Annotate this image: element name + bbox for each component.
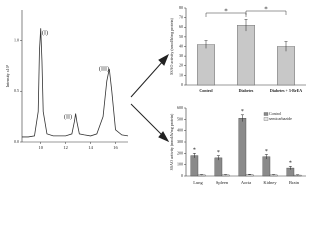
legend-swatch <box>263 112 269 116</box>
y-tick-label: 50 <box>179 34 183 39</box>
x-tick-label: 16 <box>113 145 118 150</box>
significance: * <box>217 150 220 156</box>
legend-label: semicarbazide <box>269 116 292 121</box>
peak-label: (I) <box>42 29 48 36</box>
y-axis-label: SSAO activity (nmol/h/mg protein) <box>169 17 174 74</box>
y-tick-label: 100 <box>177 162 183 167</box>
y-tick-label: 200 <box>177 150 183 155</box>
x-tick-label: Brain <box>289 180 300 185</box>
bar <box>190 155 199 177</box>
y-tick-label: 70 <box>179 15 183 20</box>
bar <box>236 25 255 86</box>
y-tick-label: 80 <box>179 5 183 10</box>
error-bar <box>284 41 288 52</box>
error-bar <box>264 154 268 159</box>
error-bar <box>296 174 300 176</box>
y-tick-label: 30 <box>179 53 183 58</box>
axis <box>21 10 128 143</box>
arrow-head <box>158 53 169 66</box>
line <box>22 28 129 138</box>
arrow-head <box>158 131 170 143</box>
significance: * <box>224 8 228 16</box>
y-axis-label: Intensity x10⁵ <box>5 64 10 87</box>
error-bar <box>224 174 228 176</box>
error-bar <box>244 19 248 32</box>
y-tick-label: 10 <box>179 72 183 77</box>
figure: 0.0 0.5 1.0 Intensity x10⁵ 10 12 14 16 (I) (II) (I… <box>5 5 306 185</box>
bar <box>277 46 296 86</box>
x-tick-label: Diabetes + 3-BrEA <box>270 88 302 93</box>
x-tick-label: Kidney <box>263 180 277 185</box>
x-tick-label: 14 <box>88 145 93 150</box>
legend-swatch <box>263 117 269 121</box>
legend-label: Control <box>269 111 282 116</box>
significance: * <box>193 148 196 154</box>
peak-label: (II) <box>64 113 72 120</box>
y-tick-label: 0 <box>181 82 183 87</box>
x-tick-label: Spleen <box>216 180 229 185</box>
error-bar <box>192 153 196 158</box>
x-tick-label: Control <box>199 88 213 93</box>
y-tick-label: 500 <box>177 116 183 121</box>
y-tick-label: 300 <box>177 139 183 144</box>
error-bar <box>248 174 252 175</box>
bar <box>238 117 247 177</box>
x-tick-label: Aorta <box>241 180 251 185</box>
x-tick-label: 10 <box>38 145 43 150</box>
y-tick-label: 0.0 <box>14 139 19 144</box>
x-tick-label: Lung <box>193 180 203 185</box>
error-bar <box>288 166 292 170</box>
bar <box>262 156 271 177</box>
error-bar <box>216 155 220 161</box>
y-tick-label: 1.0 <box>14 37 19 42</box>
error-bar <box>240 114 244 122</box>
bar <box>214 157 223 177</box>
error-bar <box>272 174 276 176</box>
significance: * <box>264 6 268 14</box>
y-tick-label: 40 <box>179 43 183 48</box>
y-tick-label: 0 <box>181 173 183 178</box>
bracket <box>245 10 287 15</box>
y-tick-label: 20 <box>179 63 183 68</box>
arrow-down <box>130 103 165 138</box>
arrow-up <box>130 59 165 98</box>
y-tick-label: 60 <box>179 24 183 29</box>
significance: * <box>289 161 292 167</box>
significance: * <box>265 149 268 155</box>
y-axis-label: SSAO activity (nmol/h/mg protein) <box>169 113 174 170</box>
error-bar <box>204 40 208 49</box>
y-tick-label: 600 <box>177 105 183 110</box>
y-tick-label: 0.5 <box>14 88 19 93</box>
peak-label: (III) <box>99 65 109 72</box>
y-tick-label: 400 <box>177 128 183 133</box>
x-tick-label: Diabetes <box>239 88 254 93</box>
arrows <box>130 53 170 143</box>
error-bar <box>200 174 204 176</box>
x-tick-label: 12 <box>63 145 68 150</box>
significance: * <box>241 109 244 115</box>
bar <box>196 44 215 86</box>
